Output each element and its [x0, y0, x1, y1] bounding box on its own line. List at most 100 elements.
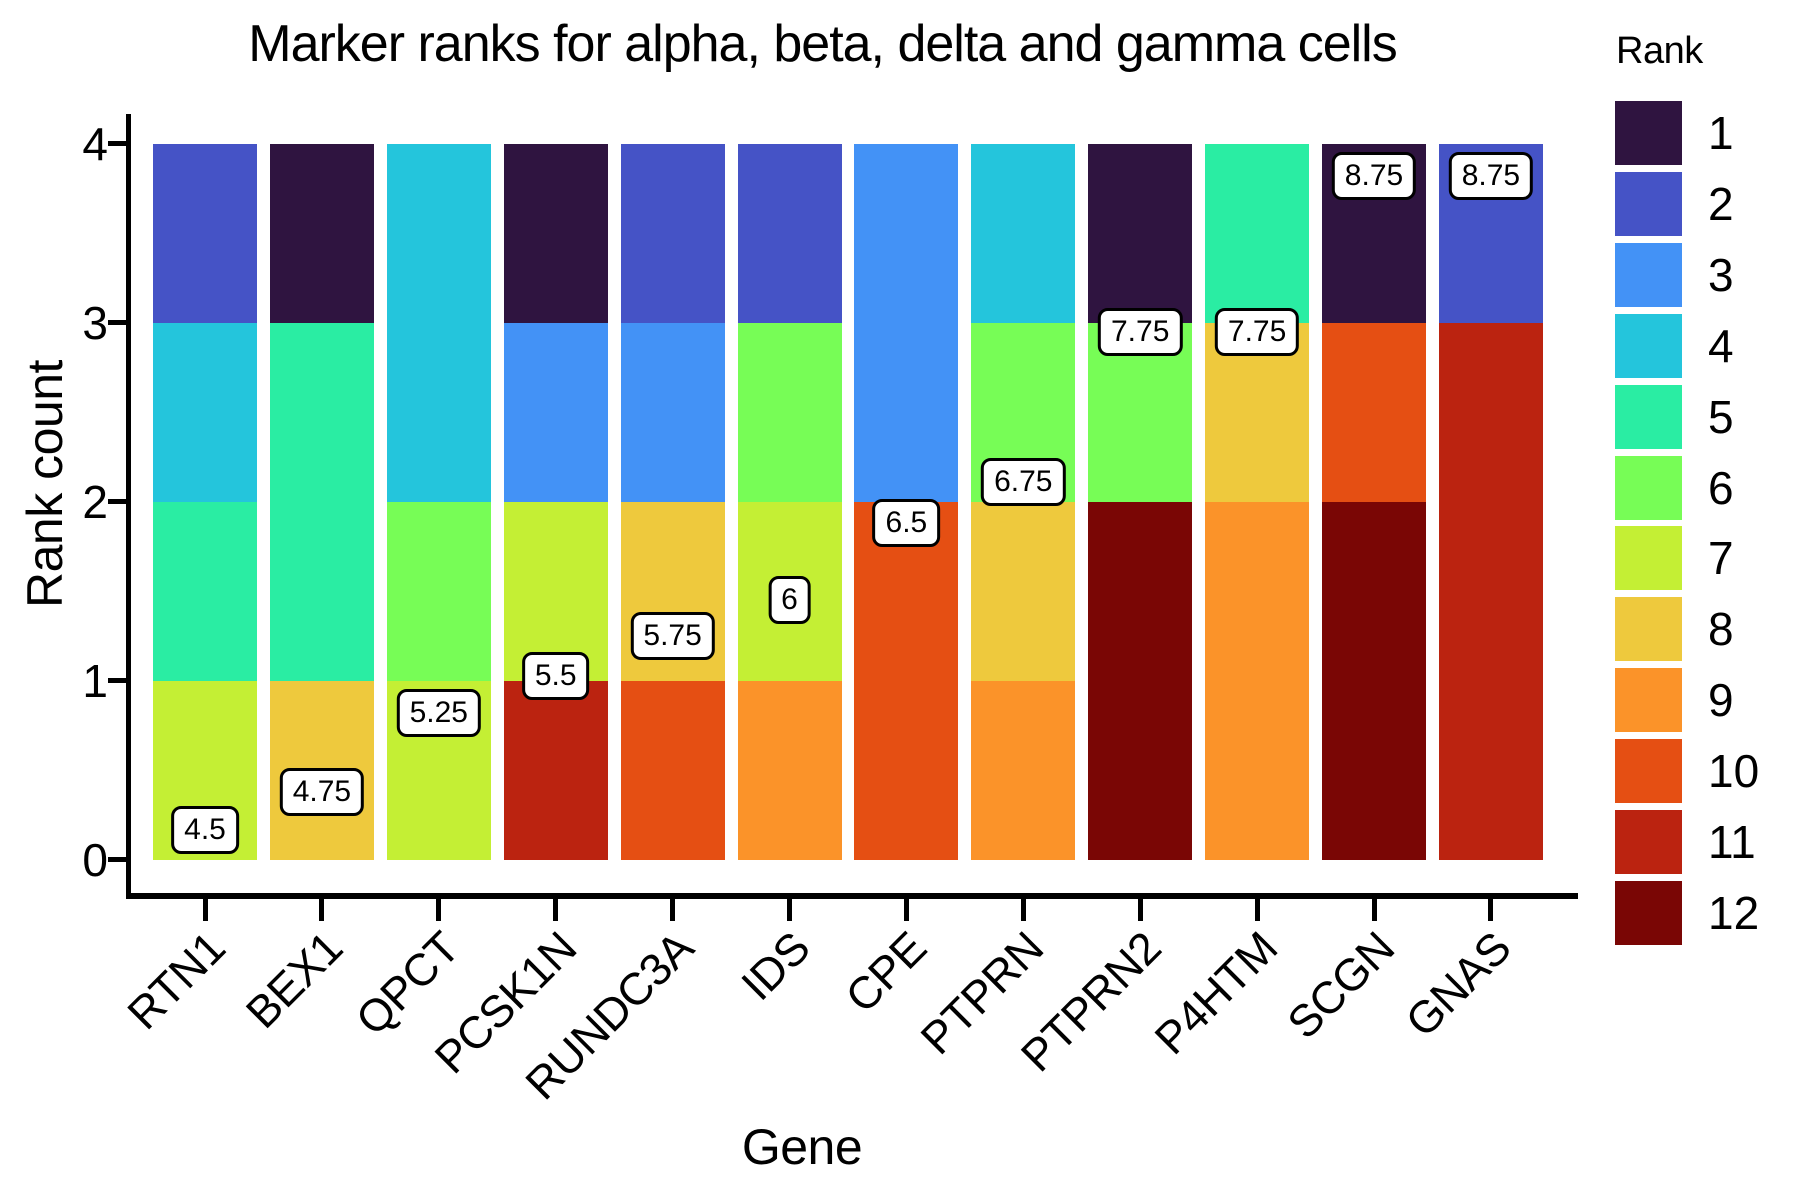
bar-segment-QPCT-rank-6: [386, 502, 491, 681]
x-axis-spine: [126, 893, 1578, 899]
x-tick-mark: [1254, 899, 1260, 921]
y-tick-label: 1: [82, 655, 108, 707]
legend-swatch-rank-9: [1615, 668, 1682, 733]
x-tick-label-P4HTM: P4HTM: [1144, 921, 1288, 1065]
x-tick-mark: [903, 899, 909, 921]
legend-label-rank-8: 8: [1708, 603, 1734, 656]
legend-swatch-rank-12: [1615, 880, 1682, 945]
mean-rank-label-RUNDC3A: 5.75: [630, 612, 715, 661]
mean-rank-label-RTN1: 4.5: [171, 805, 239, 854]
bar-segment-IDS-rank-2: [737, 144, 842, 323]
x-tick-label-GNAS: GNAS: [1396, 921, 1521, 1047]
y-tick-label: 3: [82, 297, 108, 349]
bar-segment-CPE-rank-3: [854, 323, 959, 502]
mean-rank-label-GNAS: 8.75: [1448, 152, 1534, 201]
x-tick-mark: [319, 899, 325, 921]
legend-label-rank-4: 4: [1708, 319, 1734, 372]
x-tick-mark: [670, 899, 676, 921]
bar-segment-SCGN-rank-10: [1322, 323, 1426, 502]
bar-segment-QPCT-rank-4: [386, 323, 491, 502]
x-tick-mark: [1137, 899, 1143, 921]
bar-segment-CPE-rank-10: [854, 681, 959, 860]
bar-segment-PTPRN-rank-8: [971, 502, 1076, 681]
mean-rank-label-QPCT: 5.25: [396, 689, 481, 738]
y-tick-mark: [108, 499, 128, 504]
x-tick-label-SCGN: SCGN: [1277, 921, 1404, 1049]
bar-segment-CPE-rank-3: [854, 144, 959, 323]
bar-segment-PCSK1N-rank-7: [503, 502, 608, 681]
bar-segment-PTPRN-rank-4: [971, 144, 1076, 323]
bar-segment-PTPRN2-rank-12: [1088, 502, 1193, 681]
bar-segment-PCSK1N-rank-1: [503, 144, 608, 323]
legend-label-rank-1: 1: [1708, 107, 1734, 159]
mean-rank-label-PCSK1N: 5.5: [521, 651, 590, 700]
legend-swatch-rank-3: [1615, 242, 1682, 307]
legend-label-rank-10: 10: [1708, 745, 1760, 798]
bar-segment-P4HTM-rank-9: [1205, 502, 1310, 681]
bar-segment-GNAS-rank-11: [1438, 323, 1543, 502]
bar-segment-PCSK1N-rank-3: [503, 323, 608, 502]
x-tick-mark: [787, 899, 792, 921]
legend-label-rank-11: 11: [1708, 816, 1756, 868]
mean-rank-label-IDS: 6: [768, 576, 811, 625]
bar-segment-BEX1-rank-1: [269, 144, 374, 323]
legend-label-rank-9: 9: [1708, 674, 1734, 727]
legend-label-rank-3: 3: [1708, 248, 1734, 301]
mean-rank-label-SCGN: 8.75: [1331, 152, 1417, 201]
chart-title: Marker ranks for alpha, beta, delta and …: [248, 15, 1397, 73]
legend-label-rank-5: 5: [1708, 390, 1734, 443]
mean-rank-label-CPE: 6.5: [872, 499, 941, 548]
x-tick-label-RTN1: RTN1: [117, 921, 235, 1040]
bar-segment-BEX1-rank-5: [269, 502, 374, 681]
x-tick-mark: [436, 899, 442, 921]
mean-rank-label-BEX1: 4.75: [279, 767, 365, 816]
bar-segment-RTN1-rank-2: [153, 144, 257, 323]
x-tick-mark: [1488, 899, 1494, 921]
bar-segment-RUNDC3A-rank-3: [620, 323, 725, 502]
bar-segment-GNAS-rank-11: [1438, 681, 1543, 860]
y-tick-label: 4: [82, 118, 108, 170]
x-tick-mark: [1020, 899, 1026, 921]
bar-segment-IDS-rank-6: [737, 323, 842, 502]
legend-swatch-rank-4: [1615, 313, 1682, 378]
mean-rank-label-PTPRN2: 7.75: [1097, 307, 1183, 356]
x-tick-mark: [202, 899, 208, 921]
x-axis-label: Gene: [741, 1119, 863, 1175]
x-tick-label-BEX1: BEX1: [235, 921, 352, 1038]
legend-swatch-rank-11: [1615, 810, 1682, 874]
bar-segment-QPCT-rank-4: [386, 144, 491, 323]
legend-swatch-rank-5: [1615, 384, 1682, 449]
legend-swatch-rank-1: [1615, 101, 1682, 165]
legend-title: Rank: [1616, 30, 1703, 72]
bar-segment-RTN1-rank-4: [153, 323, 257, 502]
x-tick-mark: [1371, 899, 1377, 921]
legend-swatch-rank-7: [1615, 526, 1682, 591]
legend-swatch-rank-6: [1615, 455, 1682, 520]
y-axis-spine: [126, 114, 131, 899]
mean-rank-label-P4HTM: 7.75: [1214, 307, 1300, 356]
bar-segment-PTPRN2-rank-1: [1088, 144, 1193, 323]
y-tick-label: 0: [82, 834, 108, 886]
y-tick-mark: [108, 320, 128, 325]
y-tick-label: 2: [82, 476, 108, 528]
bar-segment-SCGN-rank-12: [1322, 502, 1426, 681]
y-tick-mark: [108, 678, 128, 683]
bar-segment-BEX1-rank-5: [269, 323, 374, 502]
legend-swatch-rank-2: [1615, 171, 1682, 236]
bar-segment-GNAS-rank-11: [1438, 502, 1543, 681]
bar-segment-RTN1-rank-5: [153, 502, 257, 681]
y-tick-mark: [108, 141, 128, 146]
legend-swatch-rank-8: [1615, 597, 1682, 662]
mean-rank-label-PTPRN: 6.75: [981, 458, 1066, 507]
bar-segment-P4HTM-rank-5: [1205, 144, 1310, 323]
x-tick-label-CPE: CPE: [835, 921, 937, 1023]
bar-segment-PTPRN2-rank-12: [1088, 681, 1193, 860]
bar-segment-RUNDC3A-rank-2: [620, 144, 725, 323]
bar-segment-RUNDC3A-rank-10: [620, 681, 725, 860]
bar-segment-PCSK1N-rank-11: [503, 681, 608, 860]
legend-label-rank-6: 6: [1708, 461, 1734, 514]
bar-segment-SCGN-rank-12: [1322, 681, 1426, 860]
bar-segment-P4HTM-rank-9: [1205, 681, 1310, 860]
legend-label-rank-7: 7: [1708, 532, 1734, 585]
